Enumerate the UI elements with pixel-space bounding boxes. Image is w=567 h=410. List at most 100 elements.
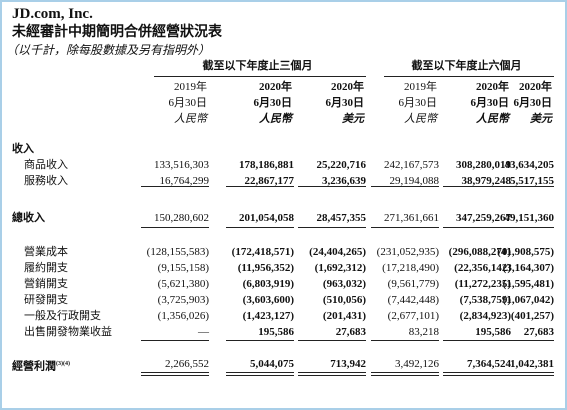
cell-rule <box>141 340 209 341</box>
cell-value: (5,621,380) <box>157 278 209 290</box>
cell-rule <box>141 227 209 228</box>
cell-value: (201,431) <box>322 310 366 322</box>
cell-value: 25,220,716 <box>316 159 367 171</box>
label-note: (3)(4) <box>56 361 70 367</box>
group-rule <box>384 76 554 77</box>
cell-value: 133,516,303 <box>154 159 209 171</box>
cell-value: 83,218 <box>408 326 439 338</box>
cell-value: 308,280,019 <box>456 159 511 171</box>
cell-value: 38,979,248 <box>461 175 512 187</box>
cell-rule <box>443 375 511 376</box>
cell-value: 2,266,552 <box>165 358 209 370</box>
column-currency: 人民幣 <box>476 113 509 125</box>
cell-value: 3,236,639 <box>322 175 366 187</box>
column-year: 2020年 <box>519 81 552 93</box>
row-label: 出售開發物業收益 <box>24 326 112 338</box>
cell-value: 16,764,299 <box>159 175 210 187</box>
unit-note: （以千計，除每股數據及另有指明外） <box>6 43 211 57</box>
cell-value: (128,155,583) <box>146 246 209 258</box>
column-date: 6月30日 <box>325 97 365 109</box>
cell-value: (1,595,481) <box>502 278 554 290</box>
cell-rule <box>371 375 439 376</box>
cell-value: 29,194,088 <box>389 175 440 187</box>
cell-rule <box>298 340 366 341</box>
group-header: 截至以下年度止三個月 <box>202 60 313 72</box>
column-currency: 美元 <box>342 113 364 125</box>
statement-title: 未經審計中期簡明合併經營狀況表 <box>12 25 222 40</box>
row-label: 履約開支 <box>24 262 68 274</box>
cell-rule <box>226 186 294 187</box>
cell-value: (1,067,042) <box>502 294 554 306</box>
cell-rule <box>298 372 366 373</box>
cell-value: 5,517,155 <box>510 175 554 187</box>
cell-value: 150,280,602 <box>154 212 209 224</box>
cell-value: (24,404,265) <box>309 246 366 258</box>
column-currency: 人民幣 <box>174 113 207 125</box>
cell-value: (11,272,235) <box>454 278 511 290</box>
group-rule <box>154 76 366 77</box>
cell-rule <box>226 372 294 373</box>
row-label: 總收入 <box>12 212 45 224</box>
column-date: 6月30日 <box>168 97 208 109</box>
cell-rule <box>371 340 439 341</box>
column-date: 6月30日 <box>253 97 293 109</box>
cell-value: 27,683 <box>335 326 366 338</box>
cell-value: (172,418,571) <box>231 246 294 258</box>
cell-value: (1,423,127) <box>242 310 294 322</box>
row-label: 營銷開支 <box>24 278 68 290</box>
cell-value: 713,942 <box>330 358 366 370</box>
column-currency: 人民幣 <box>404 113 437 125</box>
column-currency: 人民幣 <box>259 113 292 125</box>
cell-rule <box>298 375 366 376</box>
cell-value: 7,364,524 <box>467 358 511 370</box>
cell-value: 43,634,205 <box>504 159 555 171</box>
company-title: JD.com, Inc. <box>12 6 93 22</box>
cell-value: 49,151,360 <box>504 212 555 224</box>
row-label: 服務收入 <box>24 175 68 187</box>
cell-value: (6,803,919) <box>242 278 294 290</box>
cell-rule <box>443 227 511 228</box>
row-label: 經營利潤(3)(4) <box>12 360 70 373</box>
cell-value: (3,725,903) <box>157 294 209 306</box>
cell-value: (1,692,312) <box>314 262 366 274</box>
cell-rule <box>443 186 511 187</box>
cell-rule <box>486 372 554 373</box>
cell-value: (296,088,270) <box>448 246 511 258</box>
cell-rule <box>226 227 294 228</box>
cell-value: 347,259,267 <box>456 212 511 224</box>
column-currency: 美元 <box>530 113 552 125</box>
cell-value: (9,561,779) <box>387 278 439 290</box>
column-year: 2020年 <box>476 81 509 93</box>
column-year: 2020年 <box>331 81 364 93</box>
cell-value: 27,683 <box>523 326 554 338</box>
cell-rule <box>371 372 439 373</box>
cell-rule <box>486 340 554 341</box>
cell-rule <box>486 227 554 228</box>
column-year: 2020年 <box>259 81 292 93</box>
cell-value: (2,677,101) <box>387 310 439 322</box>
cell-value: (401,257) <box>510 310 554 322</box>
cell-rule <box>141 375 209 376</box>
cell-rule <box>141 372 209 373</box>
cell-value: 1,042,381 <box>510 358 554 370</box>
cell-rule <box>486 186 554 187</box>
cell-value: (7,538,759) <box>459 294 511 306</box>
group-header: 截至以下年度止六個月 <box>411 60 522 72</box>
cell-value: 195,586 <box>258 326 294 338</box>
cell-value: 5,044,075 <box>250 358 294 370</box>
cell-value: (17,218,490) <box>382 262 439 274</box>
cell-value: 271,361,661 <box>384 212 439 224</box>
cell-rule <box>141 186 209 187</box>
cell-rule <box>371 227 439 228</box>
row-label: 營業成本 <box>24 246 68 258</box>
cell-rule <box>443 372 511 373</box>
cell-value: (9,155,158) <box>157 262 209 274</box>
cell-value: 201,054,058 <box>239 212 294 224</box>
cell-value: (231,052,935) <box>376 246 439 258</box>
cell-rule <box>298 227 366 228</box>
cell-value: (22,356,142) <box>454 262 511 274</box>
cell-value: (7,442,448) <box>387 294 439 306</box>
cell-value: 178,186,881 <box>239 159 294 171</box>
cell-value: 242,167,573 <box>384 159 439 171</box>
